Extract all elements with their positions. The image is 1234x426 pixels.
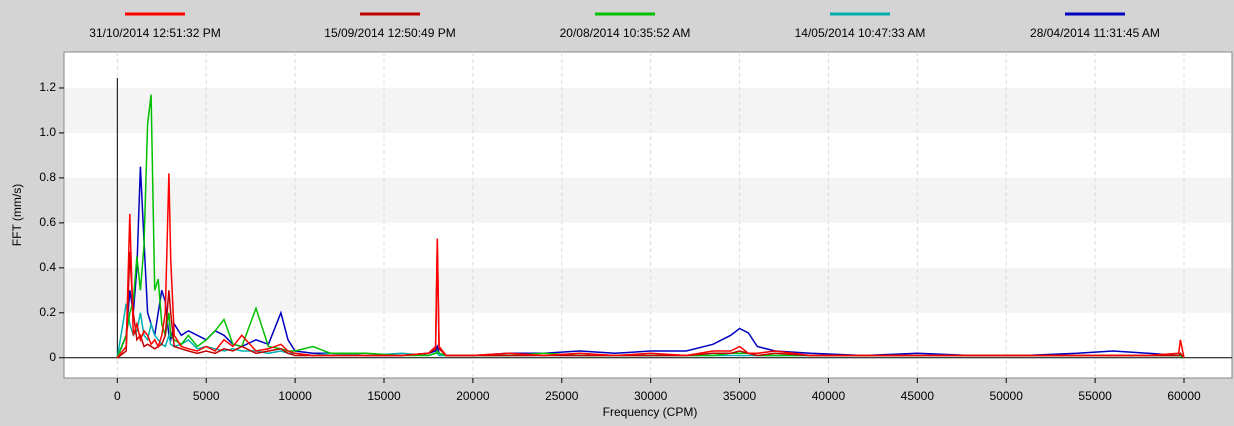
x-tick-label: 25000 [545,389,579,403]
y-axis-label: FFT (mm/s) [10,184,24,246]
x-tick-label: 40000 [812,389,846,403]
series-group [116,94,1185,359]
x-axis-label: Frequency (CPM) [603,405,698,419]
y-tick-label: 0 [49,350,56,364]
x-tick-label: 50000 [990,389,1024,403]
x-tick-label: 5000 [193,389,220,403]
grid-band [65,177,1231,223]
x-tick-label: 45000 [901,389,935,403]
y-tick-label: 0.2 [39,305,56,319]
x-tick-label: 30000 [634,389,668,403]
y-tick-label: 0.6 [39,215,56,229]
y-tick-label: 0.4 [39,260,56,274]
legend-label: 15/09/2014 12:50:49 PM [324,26,455,40]
grid-band [65,87,1231,133]
legend-label: 31/10/2014 12:51:32 PM [89,26,220,40]
series-line [116,173,1185,359]
x-tick-label: 10000 [278,389,312,403]
y-tick-label: 1.2 [39,80,56,94]
x-tick-label: 35000 [723,389,757,403]
x-tick-label: 60000 [1167,389,1201,403]
y-tick-label: 1.0 [39,125,56,139]
x-tick-label: 15000 [367,389,401,403]
x-tick-label: 55000 [1078,389,1112,403]
grid-band [65,267,1231,313]
legend-label: 28/04/2014 11:31:45 AM [1030,26,1160,40]
legend-label: 20/08/2014 10:35:52 AM [560,26,691,40]
x-tick-label: 0 [114,389,121,403]
y-tick-label: 0.8 [39,170,56,184]
legend-label: 14/05/2014 10:47:33 AM [795,26,926,40]
x-tick-label: 20000 [456,389,490,403]
